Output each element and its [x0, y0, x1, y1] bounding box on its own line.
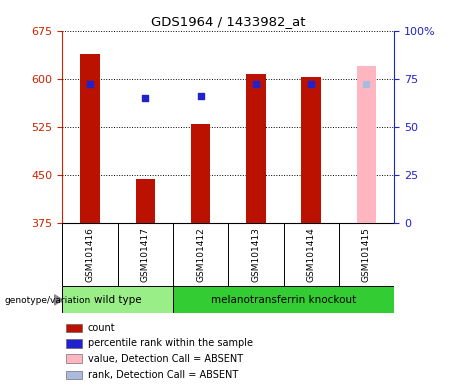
Point [307, 81, 315, 88]
Polygon shape [54, 295, 63, 305]
Bar [66, 354, 82, 363]
Point [363, 81, 370, 88]
Text: value, Detection Call = ABSENT: value, Detection Call = ABSENT [88, 354, 243, 364]
Bar [66, 339, 82, 348]
Text: count: count [88, 323, 115, 333]
Text: GSM101412: GSM101412 [196, 227, 205, 282]
Title: GDS1964 / 1433982_at: GDS1964 / 1433982_at [151, 15, 306, 28]
Point [252, 81, 260, 88]
Text: GSM101415: GSM101415 [362, 227, 371, 282]
Text: rank, Detection Call = ABSENT: rank, Detection Call = ABSENT [88, 370, 238, 380]
Bar [66, 371, 82, 379]
Text: GSM101414: GSM101414 [307, 227, 316, 282]
Bar [62, 286, 173, 313]
Point [86, 81, 94, 88]
Text: GSM101413: GSM101413 [251, 227, 260, 282]
Text: wild type: wild type [94, 295, 142, 305]
Point [142, 95, 149, 101]
Text: GSM101416: GSM101416 [85, 227, 95, 282]
Text: percentile rank within the sample: percentile rank within the sample [88, 338, 253, 348]
Bar [301, 77, 321, 223]
Text: melanotransferrin knockout: melanotransferrin knockout [211, 295, 356, 305]
Bar [191, 124, 210, 223]
Bar [80, 55, 100, 223]
Text: genotype/variation: genotype/variation [5, 296, 91, 305]
Bar [357, 66, 376, 223]
Bar [136, 179, 155, 223]
Text: GSM101417: GSM101417 [141, 227, 150, 282]
Bar [246, 74, 266, 223]
Bar [173, 286, 394, 313]
Point [197, 93, 204, 99]
Bar [66, 324, 82, 332]
